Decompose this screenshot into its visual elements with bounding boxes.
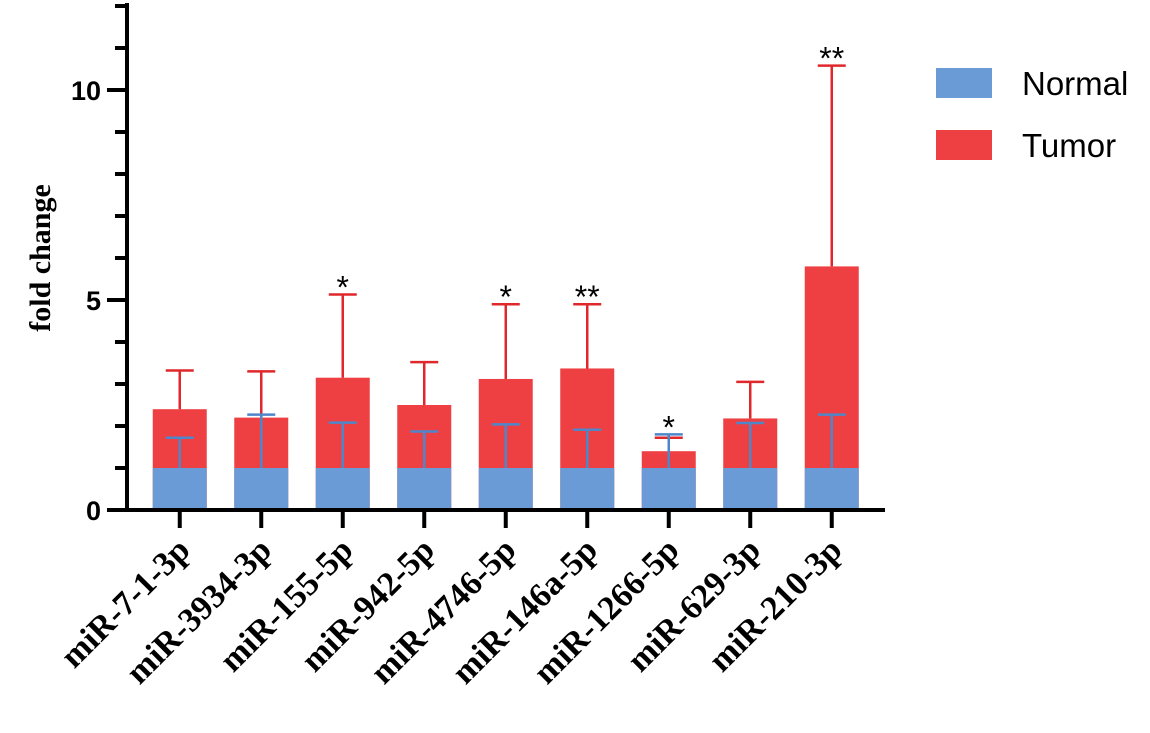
normal-bar: [234, 468, 289, 510]
significance-mark: *: [337, 270, 349, 306]
y-axis-label: fold change: [24, 184, 57, 332]
labels-layer: miR-7-1-3pmiR-3934-3p*miR-155-5pmiR-942-…: [54, 41, 850, 692]
legend-label-tumor: Tumor: [1022, 127, 1116, 164]
y-tick-label: 5: [86, 286, 101, 316]
normal-bar: [560, 468, 615, 510]
legend-swatch-tumor: [936, 130, 992, 160]
normal-bar: [804, 468, 859, 510]
significance-mark: **: [819, 41, 844, 77]
normal-bar: [152, 468, 207, 510]
legend-label-normal: Normal: [1022, 65, 1128, 102]
normal-bar: [641, 468, 696, 510]
normal-bar: [723, 468, 778, 510]
legend-swatch-normal: [936, 68, 992, 98]
normal-bar: [315, 468, 370, 510]
normal-bar: [478, 468, 533, 510]
significance-mark: **: [575, 279, 600, 315]
y-tick-label: 0: [86, 496, 101, 526]
axes-layer: [107, 3, 885, 528]
significance-mark: *: [500, 279, 512, 315]
normal-bar: [397, 468, 452, 510]
y-tick-label: 10: [71, 76, 101, 106]
legend: Normal Tumor: [936, 65, 1128, 164]
error-bars-layer: [165, 64, 846, 468]
significance-mark: *: [663, 409, 675, 445]
